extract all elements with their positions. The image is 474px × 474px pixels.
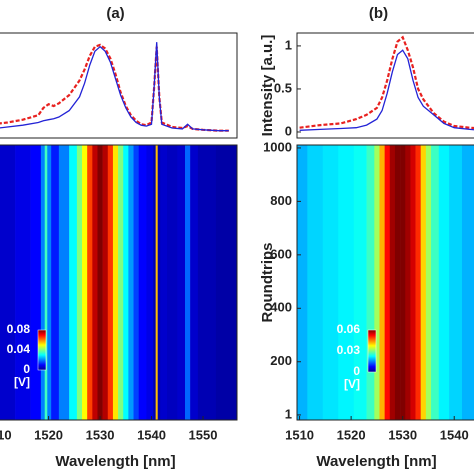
- axes-frame: [296, 32, 474, 139]
- heatmap-stripe: [177, 145, 186, 420]
- axes-frame: [296, 144, 474, 421]
- x-tick-label: 1520: [34, 427, 63, 442]
- heatmap-stripe: [69, 145, 78, 420]
- y-tick-label: 0.5: [274, 80, 292, 95]
- colorbar-tick-label: 0: [23, 362, 30, 376]
- heatmap-stripe: [118, 145, 124, 420]
- heatmap-stripe: [160, 145, 168, 420]
- heatmap-stripe: [51, 145, 60, 420]
- x-axis-label: Wavelength [nm]: [316, 453, 436, 470]
- heatmap-stripe: [322, 145, 339, 420]
- axes-frame: [0, 144, 238, 421]
- colorbar-bar: [367, 329, 377, 373]
- heatmap-stripe: [153, 145, 156, 420]
- heatmap-stripe: [374, 145, 380, 420]
- heatmap-stripe: [0, 145, 16, 420]
- colorbar-tick-label: 0: [353, 364, 360, 378]
- heatmap-stripe: [215, 145, 238, 420]
- heatmap-stripe: [384, 145, 391, 420]
- panel-title: (a): [106, 5, 124, 22]
- heatmap-stripe: [190, 145, 199, 420]
- x-tick-label: 1540: [137, 427, 166, 442]
- heatmap-stripe: [400, 145, 406, 420]
- heatmap-stripe: [47, 145, 52, 420]
- heatmap-stripe: [102, 145, 109, 420]
- y-tick-label: 1000: [263, 139, 292, 154]
- heatmap-stripe: [133, 145, 139, 420]
- heatmap-stripe: [30, 145, 42, 420]
- y-tick-label: 600: [270, 246, 292, 261]
- heatmap-stripe: [97, 145, 103, 420]
- heatmap-stripe: [107, 145, 114, 420]
- panel-title: (b): [369, 5, 388, 22]
- line-series: [0, 42, 229, 132]
- heatmap-stripe: [138, 145, 147, 420]
- heatmap-stripe: [87, 145, 93, 420]
- heatmap-stripe: [82, 145, 88, 420]
- heatmap-stripe: [146, 145, 154, 420]
- heatmap-stripe: [166, 145, 178, 420]
- line-series: [299, 35, 474, 130]
- y-axis-label: Intensity [a.u.]: [259, 35, 276, 137]
- heatmap-stripe: [44, 145, 48, 420]
- colorbar: 0 0.04 0.08 [V]: [7, 322, 47, 389]
- heatmap-stripe: [123, 145, 129, 420]
- y-tick-label: 0: [285, 123, 292, 138]
- heatmap-stripe: [155, 145, 159, 420]
- colorbar-tick-label: 0.06: [337, 322, 361, 336]
- y-tick-label: 800: [270, 193, 292, 208]
- heatmap-stripe: [197, 145, 217, 420]
- heatmap-stripe: [431, 145, 440, 420]
- heatmap-stripe: [461, 145, 474, 420]
- colorbar-tick-label: 0.08: [7, 322, 31, 336]
- axes-frame: [0, 32, 238, 139]
- heatmap-stripe: [449, 145, 463, 420]
- x-tick-label: 1510: [0, 427, 12, 442]
- heatmap-stripe: [379, 145, 385, 420]
- colorbar-bar: [37, 329, 47, 371]
- heatmap-stripe: [410, 145, 416, 420]
- heatmap-stripe: [366, 145, 375, 420]
- heatmap-stripe: [76, 145, 83, 420]
- x-tick-label: 1520: [337, 427, 366, 442]
- x-tick-label: 1550: [189, 427, 218, 442]
- heatmap-stripe: [92, 145, 98, 420]
- colorbar-tick-label: 0.04: [7, 342, 31, 356]
- heatmap-stripe: [425, 145, 432, 420]
- heatmap-stripe: [40, 145, 46, 420]
- heatmap-stripe: [389, 145, 396, 420]
- heatmap-stripe: [394, 145, 401, 420]
- heatmap-stripe: [128, 145, 134, 420]
- x-tick-label: 1530: [86, 427, 115, 442]
- x-tick-label: 1510: [285, 427, 314, 442]
- heatmap-stripe: [338, 145, 355, 420]
- heatmap-stripe: [415, 145, 422, 420]
- x-tick-label: 1530: [388, 427, 417, 442]
- y-tick-label: 1: [285, 37, 292, 52]
- x-tick-label: 1540: [440, 427, 469, 442]
- colorbar-tick-label: 0.03: [337, 343, 361, 357]
- y-tick-label: 400: [270, 300, 292, 315]
- line-series: [299, 49, 474, 131]
- y-tick-label: 200: [270, 353, 292, 368]
- heatmap-stripe: [112, 145, 119, 420]
- y-tick-label: 1: [285, 406, 292, 421]
- colorbar-label: [V]: [14, 375, 30, 389]
- heatmap-stripe: [58, 145, 70, 420]
- colorbar: 0 0.03 0.06 [V]: [337, 322, 377, 391]
- heatmap-stripe: [420, 145, 427, 420]
- heatmap-stripe: [297, 145, 308, 420]
- heatmap-stripe: [438, 145, 450, 420]
- heatmap-stripe: [157, 145, 161, 420]
- heatmap-stripe: [307, 145, 324, 420]
- heatmap-stripe: [185, 145, 191, 420]
- x-axis-label: Wavelength [nm]: [55, 453, 175, 470]
- heatmap-stripe: [353, 145, 367, 420]
- heatmap-stripe: [405, 145, 411, 420]
- line-series: [0, 43, 229, 132]
- colorbar-label: [V]: [344, 377, 360, 391]
- y-axis-label: Roundtrips: [259, 243, 276, 323]
- heatmap-stripe: [15, 145, 31, 420]
